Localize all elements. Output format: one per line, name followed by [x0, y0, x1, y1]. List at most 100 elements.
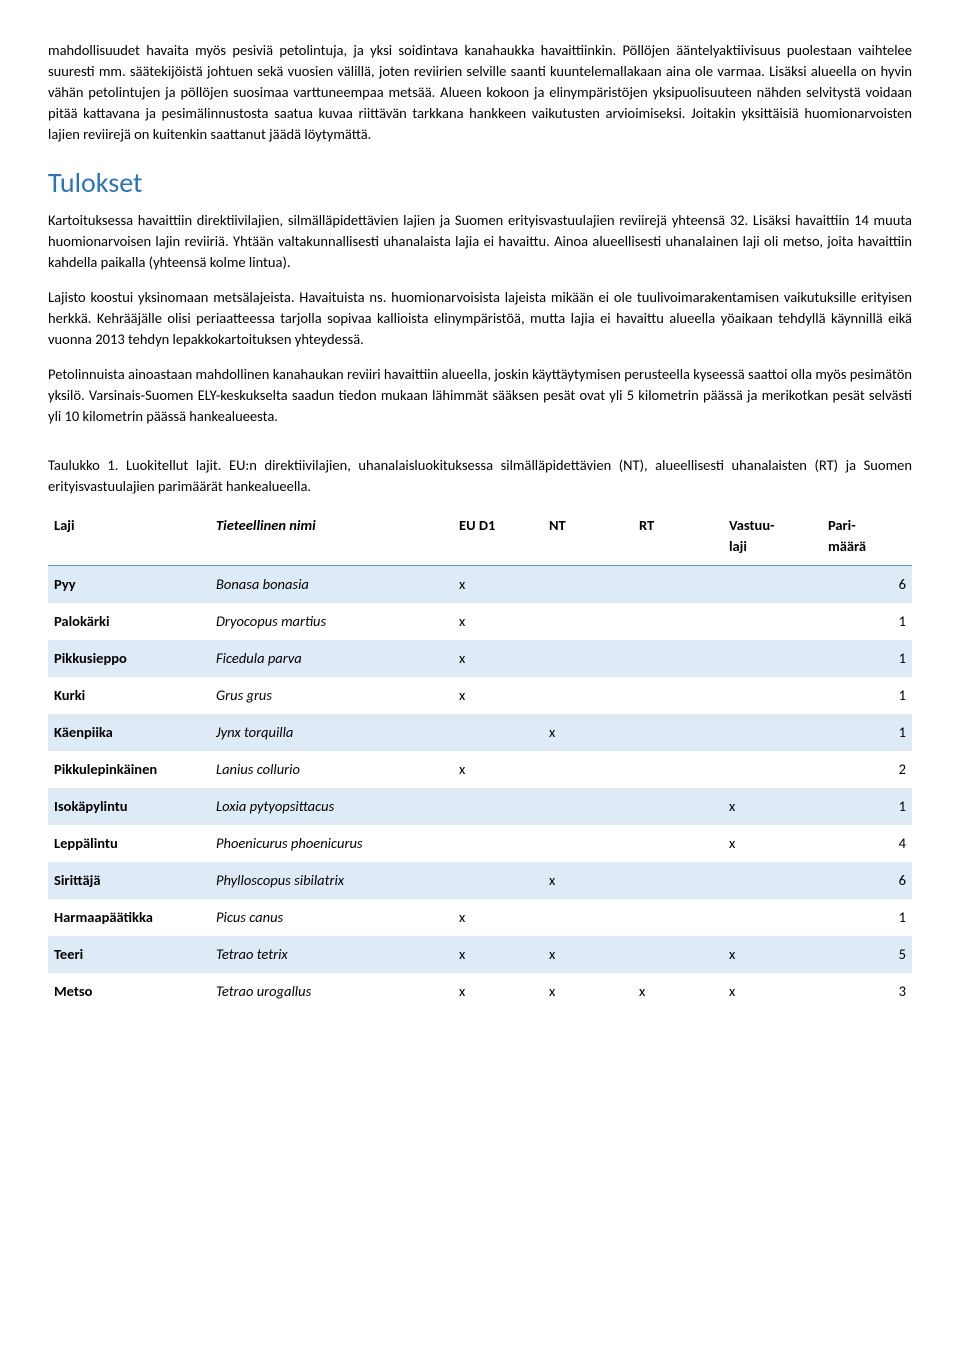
- table-cell: [723, 899, 822, 936]
- table-cell: [453, 862, 543, 899]
- table-cell: 1: [822, 603, 912, 640]
- table-cell: 6: [822, 565, 912, 603]
- table-row: PalokärkiDryocopus martiusx1: [48, 603, 912, 640]
- table-cell: Phylloscopus sibilatrix: [210, 862, 453, 899]
- table-cell: x: [723, 788, 822, 825]
- table-cell: [453, 788, 543, 825]
- table-cell: [633, 825, 723, 862]
- table-row: SirittäjäPhylloscopus sibilatrix x 6: [48, 862, 912, 899]
- table-cell: Jynx torquilla: [210, 714, 453, 751]
- results-heading: Tulokset: [48, 163, 912, 204]
- col-eu: EU D1: [453, 507, 543, 566]
- table-cell: [453, 714, 543, 751]
- table-cell: [633, 603, 723, 640]
- table-cell: Tetrao urogallus: [210, 973, 453, 1010]
- table-header-row: Laji Tieteellinen nimi EU D1 NT RT Vastu…: [48, 507, 912, 566]
- table-cell: 1: [822, 788, 912, 825]
- table-cell: Metso: [48, 973, 210, 1010]
- table-cell: Kurki: [48, 677, 210, 714]
- table-row: LeppälintuPhoenicurus phoenicurus x4: [48, 825, 912, 862]
- col-laji: Laji: [48, 507, 210, 566]
- table-cell: [633, 640, 723, 677]
- table-cell: Grus grus: [210, 677, 453, 714]
- table-row: PikkulepinkäinenLanius colluriox 2: [48, 751, 912, 788]
- table-cell: [723, 714, 822, 751]
- intro-para: mahdollisuudet havaita myös pesiviä peto…: [48, 40, 912, 145]
- col-rt: RT: [633, 507, 723, 566]
- table-cell: 2: [822, 751, 912, 788]
- table-cell: x: [453, 973, 543, 1010]
- table-cell: [453, 825, 543, 862]
- table-cell: Harmaapäätikka: [48, 899, 210, 936]
- table-cell: Picus canus: [210, 899, 453, 936]
- table-cell: x: [723, 825, 822, 862]
- table-cell: [543, 640, 633, 677]
- table-cell: x: [453, 936, 543, 973]
- table-cell: x: [633, 973, 723, 1010]
- table-cell: x: [723, 973, 822, 1010]
- table-body: PyyBonasa bonasiax6PalokärkiDryocopus ma…: [48, 565, 912, 1010]
- col-nt: NT: [543, 507, 633, 566]
- table-cell: Bonasa bonasia: [210, 565, 453, 603]
- table-cell: [543, 677, 633, 714]
- table-cell: x: [453, 751, 543, 788]
- table-cell: Lanius collurio: [210, 751, 453, 788]
- table-cell: [633, 862, 723, 899]
- table-cell: [633, 677, 723, 714]
- species-table: Laji Tieteellinen nimi EU D1 NT RT Vastu…: [48, 507, 912, 1010]
- table-cell: [723, 677, 822, 714]
- table-cell: 1: [822, 714, 912, 751]
- table-cell: x: [453, 677, 543, 714]
- table-cell: x: [453, 603, 543, 640]
- table-cell: x: [453, 640, 543, 677]
- table-cell: [723, 603, 822, 640]
- table-cell: Phoenicurus phoenicurus: [210, 825, 453, 862]
- table-cell: 4: [822, 825, 912, 862]
- table-row: IsokäpylintuLoxia pytyopsittacus x1: [48, 788, 912, 825]
- table-cell: 3: [822, 973, 912, 1010]
- results-para-1: Kartoituksessa havaittiin direktiivilaji…: [48, 210, 912, 273]
- table-cell: [543, 565, 633, 603]
- table-cell: Tetrao tetrix: [210, 936, 453, 973]
- table-cell: 6: [822, 862, 912, 899]
- table-row: TeeriTetrao tetrixxxx5: [48, 936, 912, 973]
- table-cell: [633, 788, 723, 825]
- table-cell: Pikkulepinkäinen: [48, 751, 210, 788]
- table-cell: Sirittäjä: [48, 862, 210, 899]
- results-para-2: Lajisto koostui yksinomaan metsälajeista…: [48, 287, 912, 350]
- table-cell: [633, 714, 723, 751]
- table-row: HarmaapäätikkaPicus canusx1: [48, 899, 912, 936]
- col-sci: Tieteellinen nimi: [210, 507, 453, 566]
- table-row: PyyBonasa bonasiax 6: [48, 565, 912, 603]
- table-cell: x: [543, 714, 633, 751]
- table-cell: Käenpiika: [48, 714, 210, 751]
- table-cell: x: [453, 565, 543, 603]
- table-cell: [543, 899, 633, 936]
- table-cell: x: [543, 973, 633, 1010]
- table-cell: Leppälintu: [48, 825, 210, 862]
- table-cell: [633, 751, 723, 788]
- table-cell: Pyy: [48, 565, 210, 603]
- table-caption: Taulukko 1. Luokitellut lajit. EU:n dire…: [48, 455, 912, 497]
- col-vastuu: Vastuu-laji: [723, 507, 822, 566]
- table-cell: Teeri: [48, 936, 210, 973]
- table-cell: [543, 825, 633, 862]
- table-row: KurkiGrus grusx1: [48, 677, 912, 714]
- table-cell: Ficedula parva: [210, 640, 453, 677]
- table-cell: [723, 640, 822, 677]
- table-cell: 5: [822, 936, 912, 973]
- table-cell: Loxia pytyopsittacus: [210, 788, 453, 825]
- table-cell: x: [723, 936, 822, 973]
- table-cell: [723, 565, 822, 603]
- col-pari: Pari-määrä: [822, 507, 912, 566]
- table-row: KäenpiikaJynx torquilla x 1: [48, 714, 912, 751]
- table-cell: x: [543, 862, 633, 899]
- table-cell: [633, 936, 723, 973]
- table-row: MetsoTetrao urogallusxxxx3: [48, 973, 912, 1010]
- table-cell: Isokäpylintu: [48, 788, 210, 825]
- table-cell: [543, 751, 633, 788]
- table-cell: [723, 751, 822, 788]
- table-cell: [633, 899, 723, 936]
- table-cell: Dryocopus martius: [210, 603, 453, 640]
- results-para-3: Petolinnuista ainoastaan mahdollinen kan…: [48, 364, 912, 427]
